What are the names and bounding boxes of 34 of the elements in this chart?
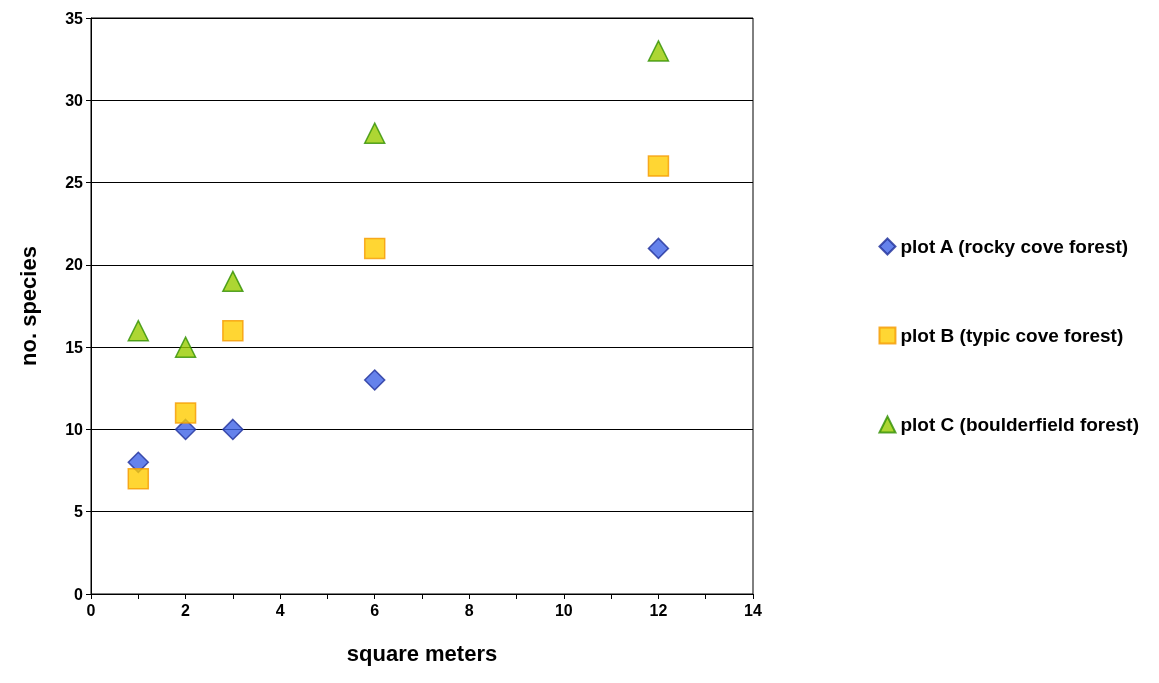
legend-label: plot A (rocky cove forest): [900, 236, 1129, 257]
y-tick-label: 10: [65, 420, 84, 438]
point: [222, 319, 244, 342]
y-tick-label: 0: [74, 585, 84, 603]
y-tick-label: 25: [65, 174, 84, 192]
point: [127, 468, 150, 490]
y-tick-label: 15: [65, 338, 84, 356]
point: [647, 237, 670, 260]
y-tick-label: 30: [65, 91, 84, 109]
y-tick-label: 20: [65, 256, 84, 274]
point: [222, 270, 244, 293]
x-tick-label: 0: [86, 601, 96, 619]
y-axis-title: no. species: [15, 246, 41, 366]
x-tick-label: 4: [275, 601, 285, 619]
point: [363, 122, 386, 144]
point: [174, 402, 197, 424]
point: [647, 155, 670, 177]
x-tick-label: 12: [649, 601, 668, 619]
point: [647, 40, 670, 62]
x-axis-title: square meters: [346, 640, 498, 666]
point: [363, 369, 386, 391]
legend-label: plot B (typic cove forest): [900, 325, 1124, 346]
legend-label: plot C (boulderfield forest): [900, 414, 1140, 435]
point: [363, 237, 386, 260]
x-tick-label: 8: [464, 601, 474, 619]
x-tick-label: 14: [744, 601, 762, 619]
x-tick-label: 6: [370, 601, 380, 619]
point: [174, 336, 197, 358]
y-tick-label: 5: [74, 503, 84, 521]
point: [222, 418, 244, 441]
y-tick-label: 35: [65, 9, 84, 27]
point: [127, 319, 150, 342]
x-tick-label: 10: [554, 601, 573, 619]
x-tick-label: 2: [181, 601, 191, 619]
